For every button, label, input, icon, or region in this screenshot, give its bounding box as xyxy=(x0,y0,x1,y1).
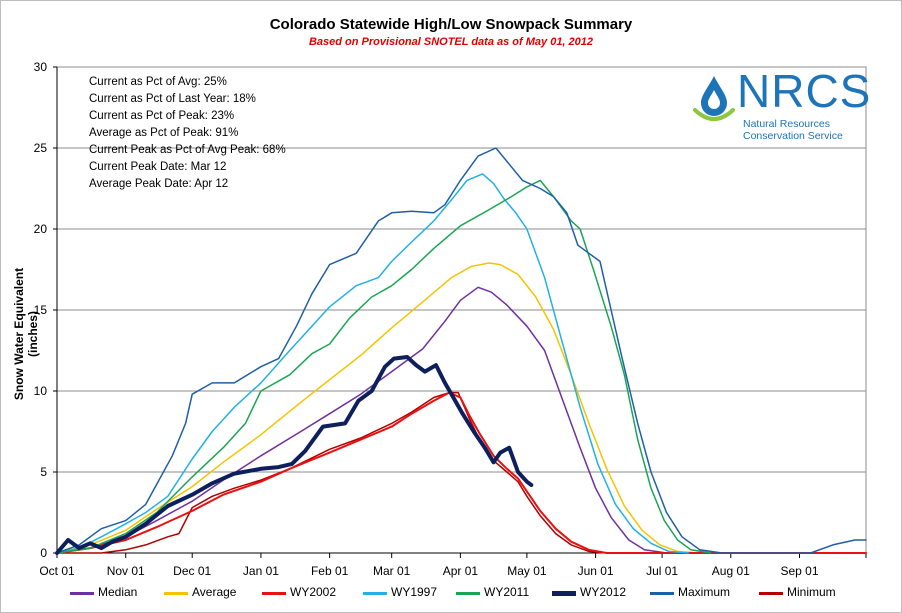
legend-swatch xyxy=(363,592,387,595)
y-axis-label: Snow Water Equivalent (inches) xyxy=(12,267,40,401)
stat-peak-pct-avg-peak: Current Peak as Pct of Avg Peak: 68% xyxy=(89,144,286,156)
legend-label: WY2002 xyxy=(290,585,337,599)
x-tick-label: Aug 01 xyxy=(712,564,750,578)
stat-pct-peak: Current as Pct of Peak: 23% xyxy=(89,110,235,122)
x-tick-label: Jul 01 xyxy=(646,564,678,578)
x-tick-label: Dec 01 xyxy=(173,564,211,578)
stat-current-peak-date: Current Peak Date: Mar 12 xyxy=(89,161,227,173)
legend-swatch xyxy=(650,592,674,595)
chart-subtitle: Based on Provisional SNOTEL data as of M… xyxy=(308,36,594,48)
series-line-minimum xyxy=(56,391,867,554)
series-line-wy2011 xyxy=(56,179,712,554)
water-drop-icon xyxy=(693,76,735,121)
legend-swatch xyxy=(552,591,576,596)
legend-label: Average xyxy=(192,585,237,599)
legend-label: WY2012 xyxy=(580,585,627,599)
legend-label: Maximum xyxy=(678,585,731,599)
x-tick-label: Apr 01 xyxy=(443,564,479,578)
legend-label: WY2011 xyxy=(484,585,530,599)
x-tick-label: May 01 xyxy=(507,564,547,578)
nrcs-logo: NRCS Natural Resources Conservation Serv… xyxy=(692,65,870,150)
y-tick-label: 10 xyxy=(34,384,48,398)
series-line-wy2012 xyxy=(55,355,534,555)
legend-swatch xyxy=(262,592,286,595)
logo-subtitle-line2: Conservation Service xyxy=(743,130,843,142)
x-tick-label: Feb 01 xyxy=(311,564,349,578)
series-line-average xyxy=(56,262,701,554)
stat-avg-pct-peak: Average as Pct of Peak: 91% xyxy=(89,127,239,139)
x-tick-label: Jun 01 xyxy=(578,564,614,578)
y-tick-label: 25 xyxy=(34,141,48,155)
x-tick-label: Sep 01 xyxy=(780,564,818,578)
y-tick-label: 0 xyxy=(40,546,47,560)
series-line-maximum xyxy=(56,147,867,554)
x-tick-label: Jan 01 xyxy=(243,564,279,578)
legend-label: Median xyxy=(98,585,138,599)
series-line-wy1997 xyxy=(56,173,690,554)
y-tick-label: 15 xyxy=(34,303,48,317)
chart-legend: Median Average WY2002 WY1997 WY2011 WY2012 Max… xyxy=(0,584,902,602)
chart-title: Colorado Statewide High/Low Snowpack Sum… xyxy=(269,16,633,33)
legend-swatch xyxy=(164,592,188,595)
legend-label: WY1997 xyxy=(391,585,438,599)
y-tick-label: 5 xyxy=(40,465,47,479)
stats-annotations: Current as Pct of Avg: 25% Current as Pc… xyxy=(89,74,286,193)
legend-swatch xyxy=(70,592,94,595)
y-tick-label: 20 xyxy=(34,222,48,236)
logo-wordmark: NRCS xyxy=(737,65,872,117)
stat-average-peak-date: Average Peak Date: Apr 12 xyxy=(89,178,229,190)
x-tick-label: Nov 01 xyxy=(107,564,145,578)
x-tick-label: Mar 01 xyxy=(373,564,411,578)
legend-swatch xyxy=(456,592,480,595)
stat-pct-avg: Current as Pct of Avg: 25% xyxy=(89,76,227,88)
legend-label: Minimum xyxy=(787,585,836,599)
stat-pct-last-year: Current as Pct of Last Year: 18% xyxy=(89,93,256,105)
logo-subtitle: Natural Resources Conservation Service xyxy=(743,118,843,142)
y-tick-label: 30 xyxy=(34,60,48,74)
legend-swatch xyxy=(759,592,783,595)
x-tick-label: Oct 01 xyxy=(39,564,75,578)
series-line-median xyxy=(56,286,668,554)
logo-subtitle-line1: Natural Resources xyxy=(743,118,830,130)
